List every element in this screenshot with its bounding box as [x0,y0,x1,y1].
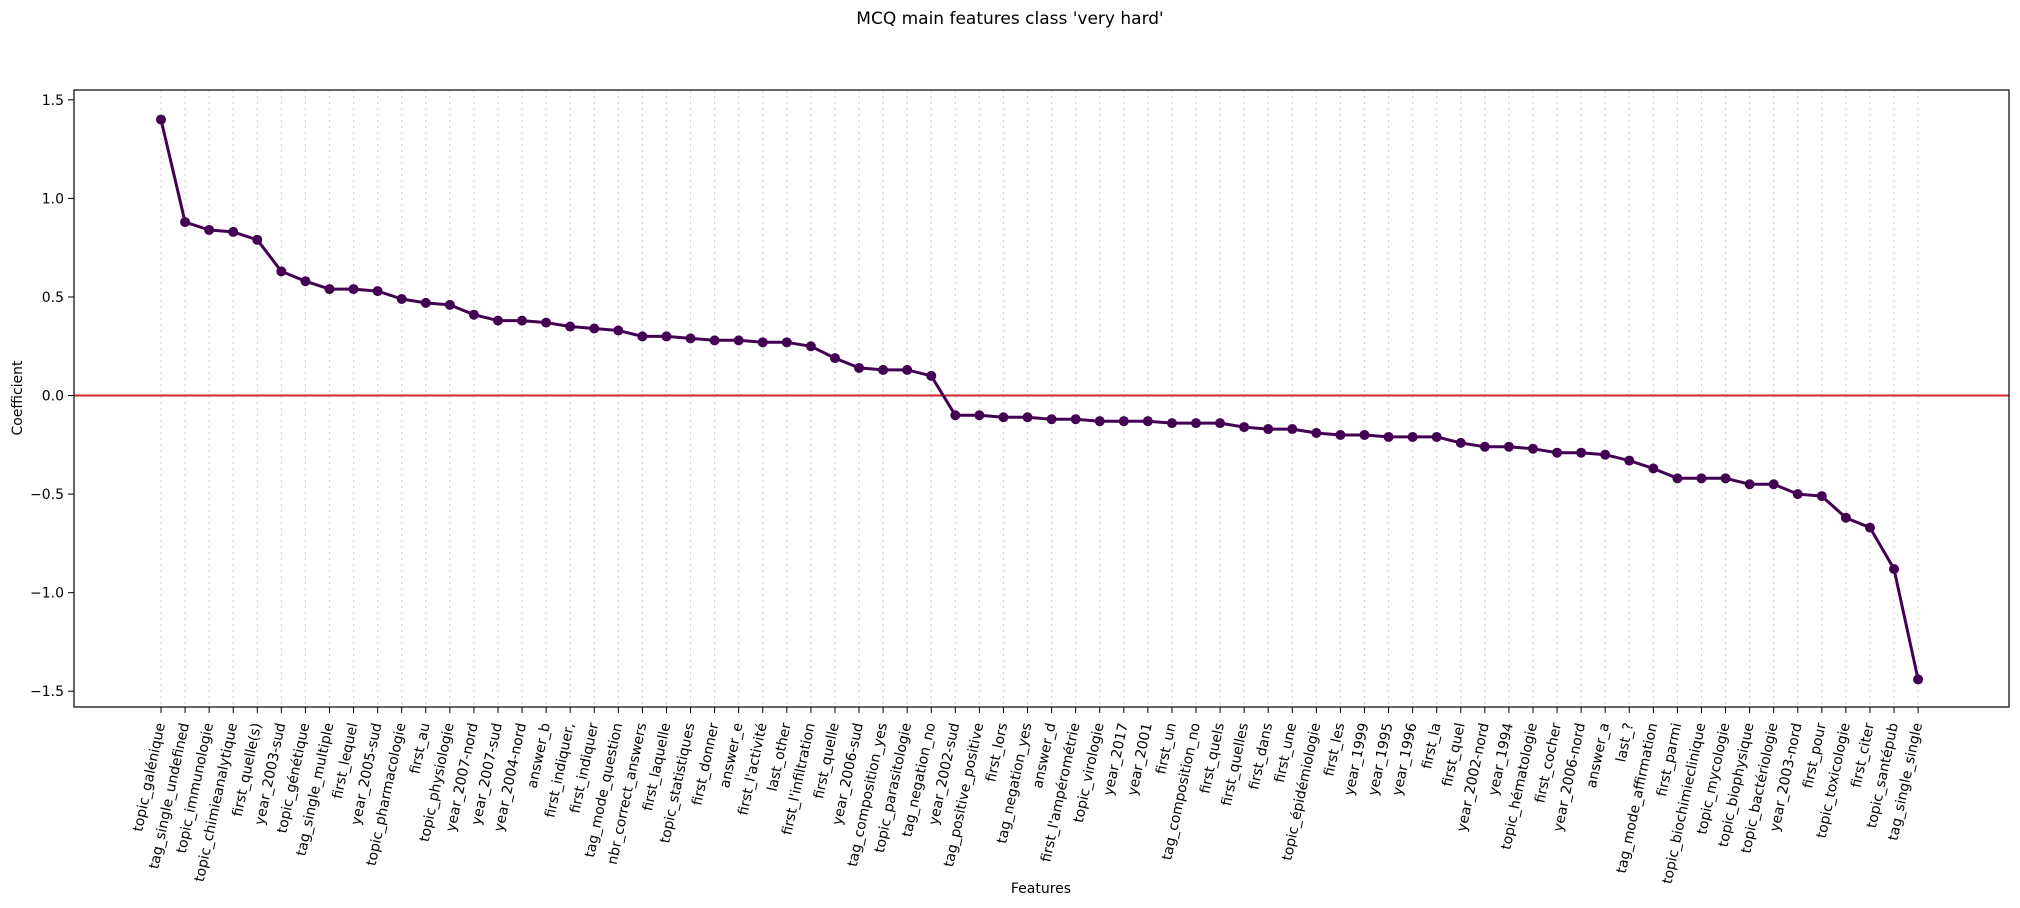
y-tick-label: 1.0 [42,191,64,207]
data-point [1600,449,1611,460]
data-point [1383,431,1394,442]
data-point [324,284,335,295]
data-point [372,286,383,297]
data-point [709,335,720,346]
data-point [1407,431,1418,442]
data-point [854,362,865,373]
y-tick-label: −0.5 [30,487,64,503]
data-point [1094,416,1105,427]
data-point [1913,674,1924,685]
data-point [1552,447,1563,458]
data-point [1624,455,1635,466]
x-tick-label: first_une [1272,722,1300,785]
data-point [926,370,937,381]
data-point [902,364,913,375]
data-point [661,331,672,342]
x-tick-label: first_lors [983,722,1011,784]
data-point [1191,418,1202,429]
y-tick-label: 0.5 [42,290,64,306]
data-point [878,364,889,375]
data-point [541,317,552,328]
data-point [468,309,479,320]
data-point [1744,479,1755,490]
data-point [180,217,191,228]
data-point [1648,463,1659,474]
data-point [1792,489,1803,500]
data-point [757,337,768,348]
data-point [1768,479,1779,490]
data-point [444,299,455,310]
data-point [420,297,431,308]
data-point [1672,473,1683,484]
y-tick-label: −1.5 [30,684,64,700]
data-point [1431,431,1442,442]
x-axis-label: Features [1011,881,1071,897]
data-point [589,323,600,334]
data-point [1118,416,1129,427]
data-point [1720,473,1731,484]
data-point [637,331,648,342]
data-point [1696,473,1707,484]
x-tick-label: first_un [1153,722,1179,776]
data-point [1889,564,1900,575]
data-point [1070,414,1081,425]
y-tick-label: 0.0 [42,389,64,405]
data-point [1166,418,1177,429]
data-point [1479,441,1490,452]
data-point [974,410,985,421]
data-point [733,335,744,346]
data-points [156,114,1924,685]
data-point [1840,512,1851,523]
data-point [950,410,961,421]
data-point [228,226,239,237]
data-point [1215,418,1226,429]
data-point [517,315,528,326]
data-point [805,341,816,352]
data-point [565,321,576,332]
data-point [1335,429,1346,440]
data-point [1455,437,1466,448]
data-point [781,337,792,348]
data-point [829,353,840,364]
y-tick-label: 1.5 [42,93,64,109]
data-point [1287,424,1298,435]
data-point [1576,447,1587,458]
data-point [492,315,503,326]
data-point [1142,416,1153,427]
data-point [998,412,1009,423]
data-point [1816,491,1827,502]
data-point [1022,412,1033,423]
x-tick-label: first_les [1321,722,1348,778]
data-point [1527,443,1538,454]
data-point [1311,427,1322,438]
data-point [613,325,624,336]
chart-title: MCQ main features class 'very hard' [856,9,1163,29]
data-point [156,114,166,125]
data-point [396,293,407,304]
y-axis: −1.5 −1.0 −0.5 0.0 0.5 1.0 1.5 [30,93,74,700]
data-point [1359,429,1370,440]
x-tick-label: first_la [1419,722,1444,771]
x-tick-label: answer_a [1584,722,1613,790]
data-point [685,333,696,344]
data-point [1864,522,1875,533]
data-point [252,234,263,245]
data-point [276,266,287,277]
data-point [1239,422,1250,433]
coefficient-series-line [159,119,1920,680]
data-point [204,224,215,235]
y-axis-label: Coefficient [10,360,26,436]
data-point [1503,441,1514,452]
data-point [1263,424,1274,435]
data-point [300,276,311,287]
y-tick-label: −1.0 [30,586,64,602]
x-tick-label: last_? [1613,722,1637,764]
data-point [1046,414,1057,425]
x-grid [160,90,1919,707]
x-tick-label: first_au [407,722,433,776]
plot-area [73,89,2010,708]
x-axis: topic_galéniquetag_single_undefinedtopic… [130,707,1926,885]
data-point [348,284,359,295]
